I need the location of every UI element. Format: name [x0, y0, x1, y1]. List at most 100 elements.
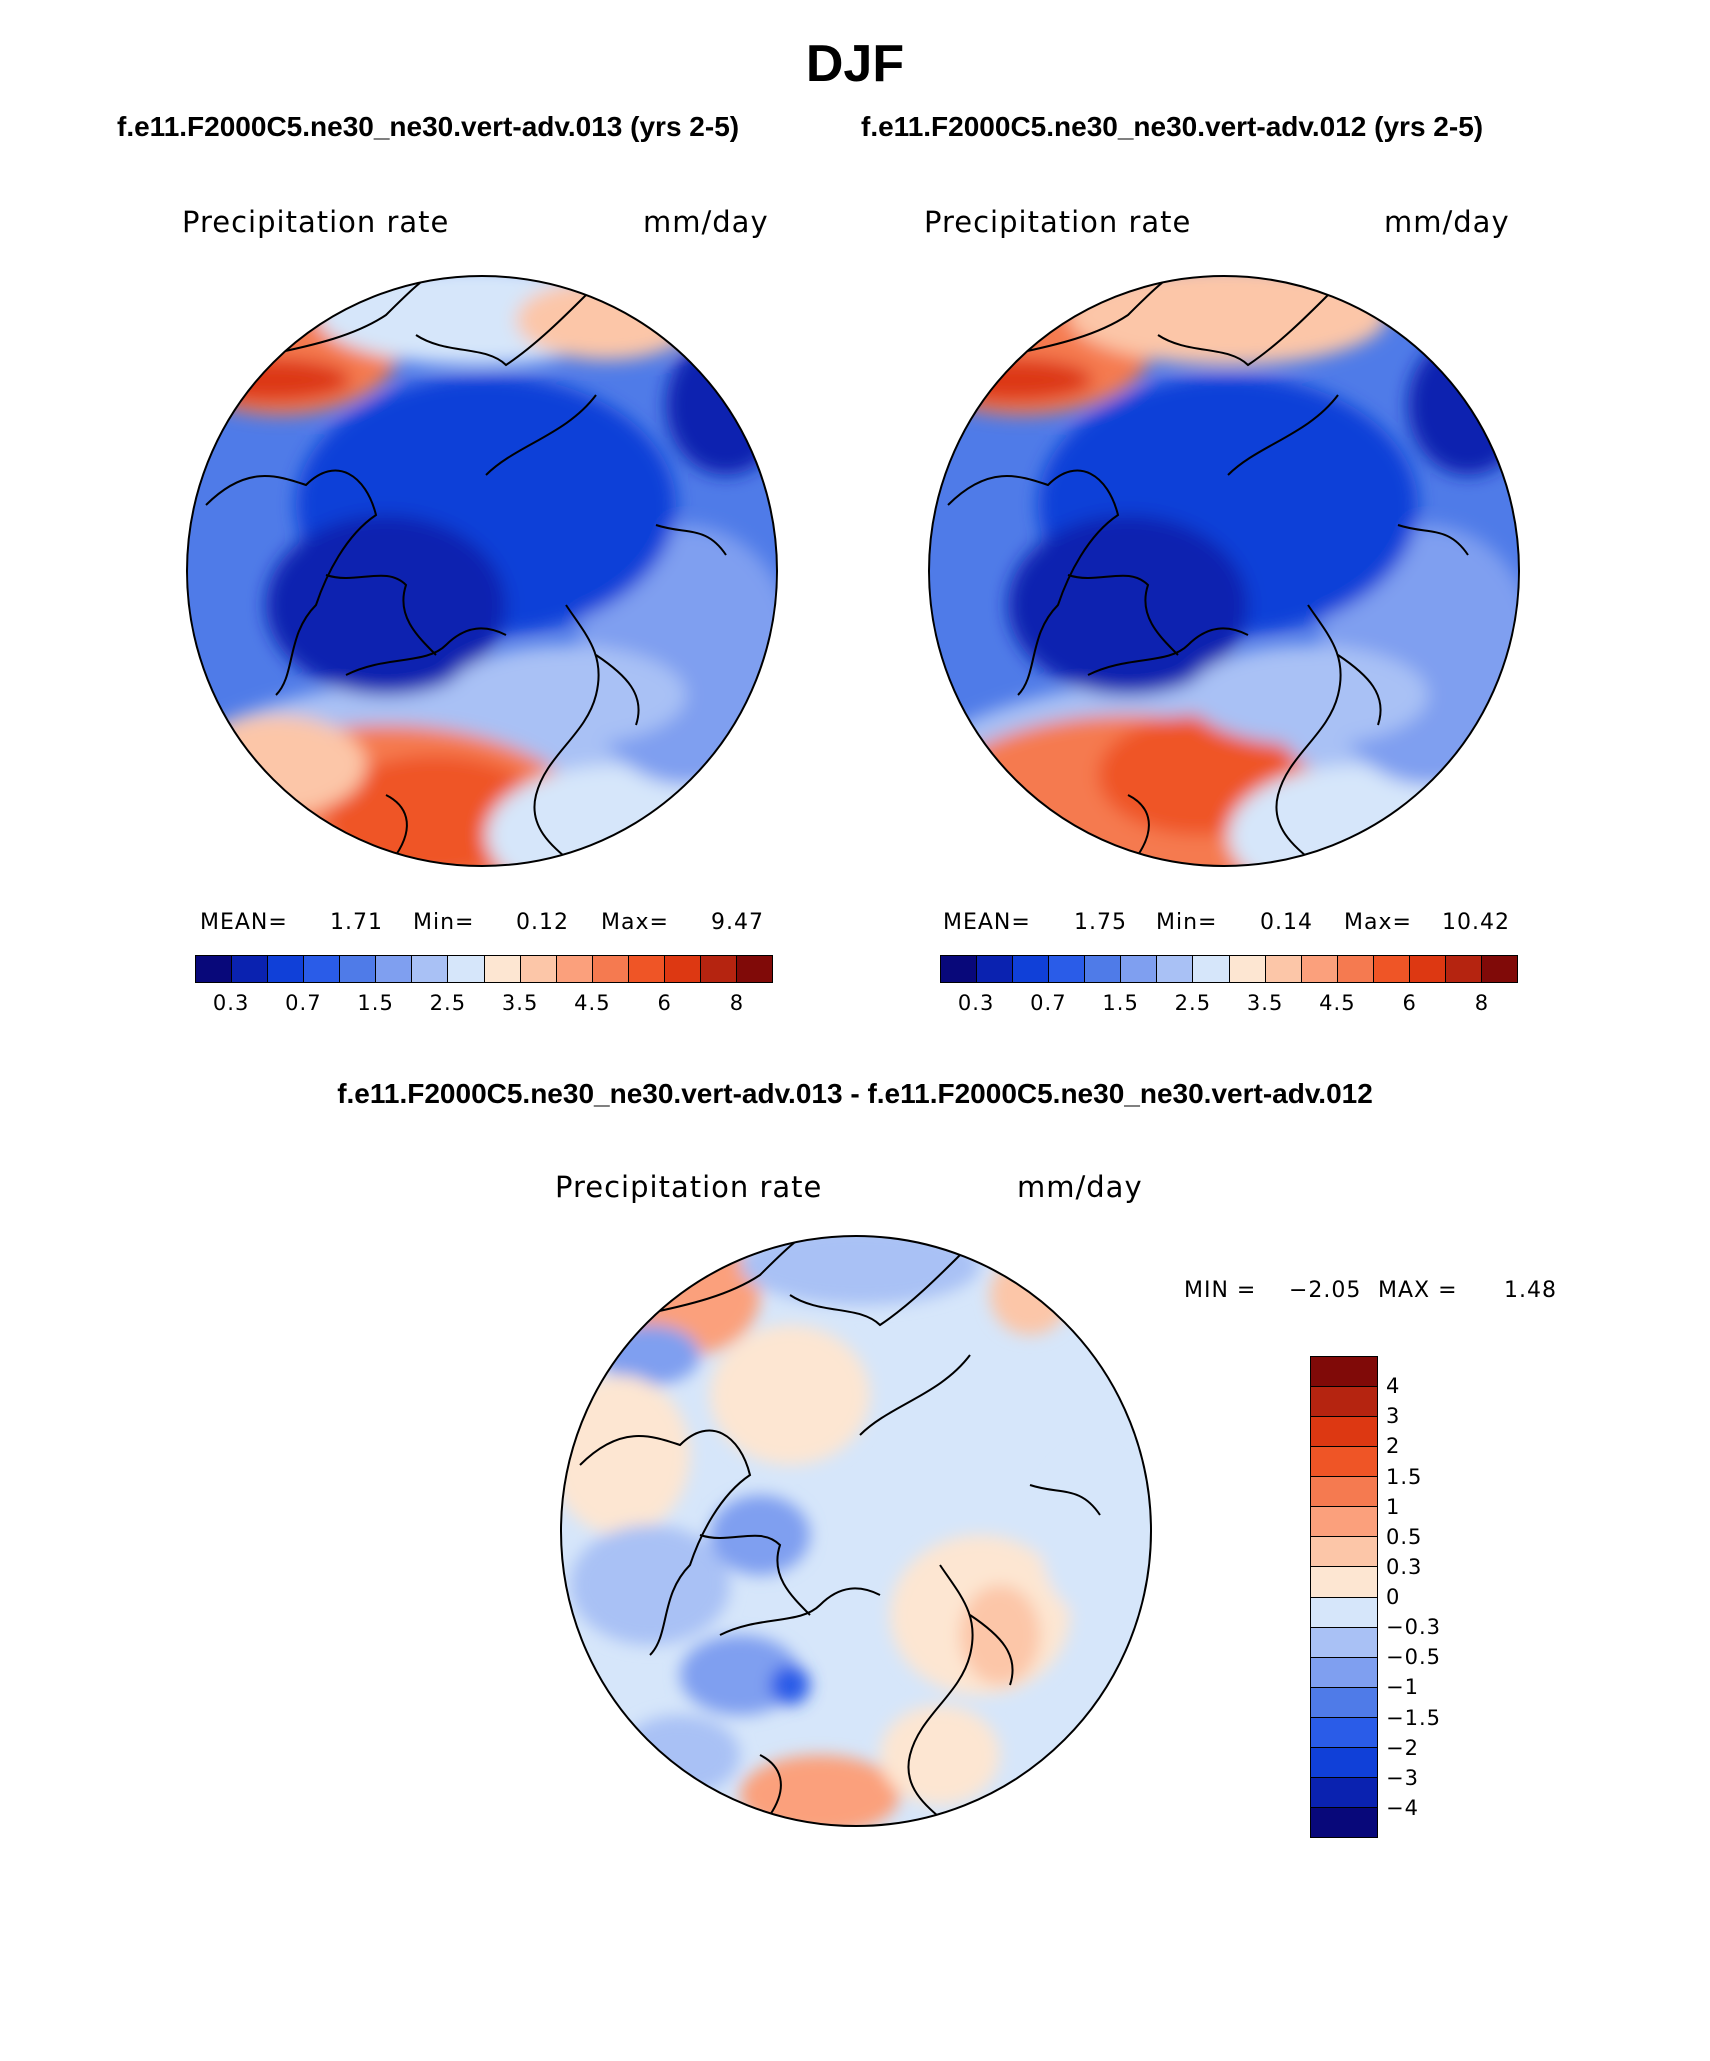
colorbar-tick-label: 6	[1402, 991, 1417, 1015]
colorbar-swatch	[1337, 956, 1374, 982]
colorbar-tick-label: −0.3	[1386, 1615, 1441, 1640]
colorbar-tick-label: 3.5	[1246, 991, 1284, 1015]
difference-title: f.e11.F2000C5.ne30_ne30.vert-adv.013 - f…	[337, 1078, 1373, 1109]
panel1-colorbar	[195, 955, 773, 983]
colorbar-tick-label: 0.7	[1030, 991, 1067, 1015]
colorbar-swatch	[196, 956, 233, 982]
colorbar-swatch	[1121, 956, 1158, 982]
panel1-polar-map	[186, 275, 778, 867]
colorbar-tick-label: 1	[1386, 1494, 1401, 1519]
colorbar-tick-label: 8	[729, 991, 745, 1015]
colorbar-swatch	[1409, 956, 1446, 982]
colorbar-swatch	[484, 956, 521, 982]
panel1-max-value: 9.47	[711, 910, 764, 935]
colorbar-swatch	[448, 956, 485, 982]
colorbar-tick-label: 1.5	[357, 991, 394, 1015]
panel2-mean-value: 1.75	[1074, 910, 1127, 935]
colorbar-swatch	[1311, 1447, 1377, 1478]
panel1-min-value: 0.12	[516, 910, 569, 935]
panel1-units-label: mm/day	[643, 205, 769, 239]
colorbar-swatch	[1311, 1477, 1377, 1508]
subtitle-left: f.e11.F2000C5.ne30_ne30.vert-adv.013 (yr…	[117, 111, 740, 142]
colorbar-tick-label: 3.5	[501, 991, 539, 1015]
colorbar-swatch	[412, 956, 449, 982]
colorbar-swatch	[628, 956, 665, 982]
colorbar-swatch	[664, 956, 701, 982]
colorbar-tick-label: −1	[1386, 1675, 1419, 1700]
colorbar-tick-label: 4	[1386, 1374, 1401, 1399]
colorbar-swatch	[1049, 956, 1086, 982]
panel1-variable-label: Precipitation rate	[182, 205, 450, 239]
colorbar-tick-label: −2	[1386, 1735, 1419, 1760]
panel1-min-label: Min=	[413, 910, 475, 935]
diff-max-value: 1.48	[1504, 1278, 1557, 1303]
panel2-min-value: 0.14	[1260, 910, 1313, 935]
panel1-mean-value: 1.71	[330, 910, 383, 935]
colorbar-tick-label: 4.5	[1319, 991, 1356, 1015]
colorbar-swatch	[1311, 1627, 1377, 1658]
panel2-mean-label: MEAN=	[943, 910, 1031, 935]
colorbar-tick-label: −0.5	[1386, 1645, 1441, 1670]
page-title: DJF	[805, 35, 905, 93]
colorbar-swatch	[941, 956, 978, 982]
difference-colorbar	[1310, 1356, 1378, 1838]
panel2-units-label: mm/day	[1384, 205, 1510, 239]
colorbar-swatch	[1229, 956, 1266, 982]
colorbar-swatch	[736, 956, 772, 982]
colorbar-swatch	[1311, 1597, 1377, 1628]
colorbar-tick-label: 6	[657, 991, 672, 1015]
colorbar-swatch	[700, 956, 737, 982]
colorbar-tick-label: −3	[1386, 1765, 1419, 1790]
colorbar-tick-label: 0.3	[957, 991, 995, 1015]
colorbar-swatch	[1311, 1507, 1377, 1538]
diff-min-value: −2.05	[1289, 1278, 1362, 1303]
difference-polar-map	[560, 1235, 1152, 1827]
colorbar-swatch	[1311, 1387, 1377, 1418]
diff-max-label: MAX =	[1378, 1278, 1458, 1303]
colorbar-tick-label: 0	[1386, 1585, 1401, 1609]
colorbar-swatch	[1311, 1537, 1377, 1568]
colorbar-swatch	[1311, 1567, 1377, 1598]
subtitle-right: f.e11.F2000C5.ne30_ne30.vert-adv.012 (yr…	[861, 111, 1484, 142]
panel2-colorbar	[940, 955, 1518, 983]
colorbar-tick-label: 0.3	[1386, 1554, 1423, 1579]
panel2-min-label: Min=	[1156, 910, 1218, 935]
colorbar-tick-label: 1.5	[1386, 1464, 1423, 1489]
colorbar-swatch	[1085, 956, 1122, 982]
colorbar-swatch	[268, 956, 305, 982]
colorbar-swatch	[1311, 1717, 1377, 1748]
colorbar-tick-label: 2.5	[429, 991, 467, 1015]
colorbar-swatch	[1311, 1747, 1377, 1778]
colorbar-swatch	[1301, 956, 1338, 982]
colorbar-tick-label: 8	[1474, 991, 1490, 1015]
colorbar-swatch	[304, 956, 341, 982]
colorbar-swatch	[1311, 1687, 1377, 1718]
colorbar-swatch	[1373, 956, 1410, 982]
colorbar-swatch	[977, 956, 1014, 982]
colorbar-swatch	[232, 956, 269, 982]
colorbar-tick-label: 3	[1386, 1404, 1401, 1429]
panel1-mean-label: MEAN=	[200, 910, 288, 935]
colorbar-swatch	[1013, 956, 1050, 982]
colorbar-tick-label: 0.7	[285, 991, 322, 1015]
panel1-max-label: Max=	[601, 910, 669, 935]
colorbar-tick-label: −1.5	[1386, 1705, 1441, 1730]
colorbar-swatch	[1311, 1777, 1377, 1808]
colorbar-swatch	[1311, 1657, 1377, 1688]
panel2-max-label: Max=	[1344, 910, 1412, 935]
panel2-variable-label: Precipitation rate	[924, 205, 1192, 239]
colorbar-swatch	[1193, 956, 1230, 982]
colorbar-tick-label: 4.5	[574, 991, 611, 1015]
panel2-max-value: 10.42	[1442, 910, 1510, 935]
diff-units-label: mm/day	[1017, 1170, 1143, 1204]
colorbar-swatch	[340, 956, 377, 982]
panel2-polar-map	[928, 275, 1520, 867]
colorbar-swatch	[1311, 1357, 1377, 1388]
colorbar-swatch	[520, 956, 557, 982]
colorbar-swatch	[376, 956, 413, 982]
colorbar-swatch	[1265, 956, 1302, 982]
colorbar-swatch	[1311, 1417, 1377, 1448]
colorbar-tick-label: 0.3	[212, 991, 250, 1015]
colorbar-swatch	[1157, 956, 1194, 982]
colorbar-swatch	[1445, 956, 1482, 982]
